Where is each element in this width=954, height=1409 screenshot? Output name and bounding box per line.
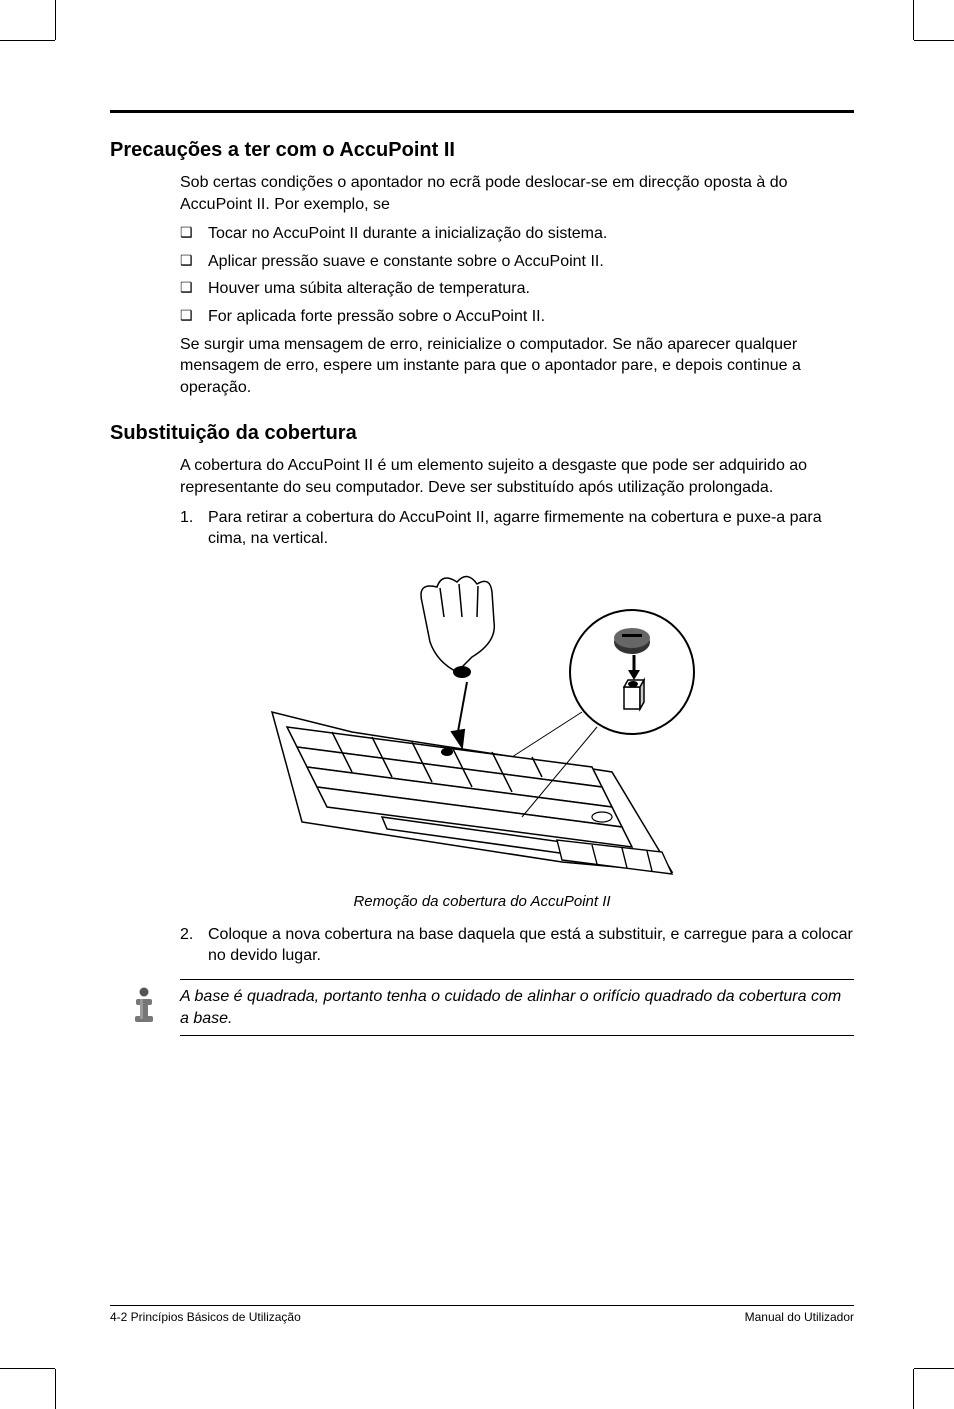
section1-heading: Precauções a ter com o AccuPoint II: [110, 139, 854, 162]
section2-step2-list: 2. Coloque a nova cobertura na base daqu…: [180, 924, 854, 967]
figure-accupoint-removal: [110, 562, 854, 887]
list-item: Houver uma súbita alteração de temperatu…: [180, 278, 854, 300]
section2-step1-list: 1. Para retirar a cobertura do AccuPoint…: [180, 507, 854, 550]
info-icon: [124, 984, 164, 1024]
figure-caption: Remoção da cobertura do AccuPoint II: [110, 893, 854, 910]
step-number: 2.: [180, 924, 193, 946]
section1-para2: Se surgir uma mensagem de erro, reinicia…: [180, 334, 854, 399]
section1-bullets: Tocar no AccuPoint II durante a iniciali…: [180, 223, 854, 327]
step-number: 1.: [180, 507, 193, 529]
note-text: A base é quadrada, portanto tenha o cuid…: [180, 986, 854, 1029]
step-text: Para retirar a cobertura do AccuPoint II…: [208, 509, 822, 548]
list-item: 1. Para retirar a cobertura do AccuPoint…: [180, 507, 854, 550]
list-item: 2. Coloque a nova cobertura na base daqu…: [180, 924, 854, 967]
footer-right: Manual do Utilizador: [745, 1310, 854, 1324]
section2-para1: A cobertura do AccuPoint II é um element…: [180, 455, 854, 498]
list-item: Aplicar pressão suave e constante sobre …: [180, 251, 854, 273]
list-item: For aplicada forte pressão sobre o AccuP…: [180, 306, 854, 328]
note-block: A base é quadrada, portanto tenha o cuid…: [180, 979, 854, 1036]
footer-left: 4-2 Princípios Básicos de Utilização: [110, 1310, 301, 1324]
page-content: Precauções a ter com o AccuPoint II Sob …: [0, 0, 954, 1409]
page-footer: 4-2 Princípios Básicos de Utilização Man…: [110, 1305, 854, 1324]
section1-para1: Sob certas condições o apontador no ecrã…: [180, 172, 854, 215]
list-item: Tocar no AccuPoint II durante a iniciali…: [180, 223, 854, 245]
section2-heading: Substituição da cobertura: [110, 422, 854, 445]
keyboard-illustration: [262, 562, 702, 882]
top-rule: [110, 110, 854, 113]
step-text: Coloque a nova cobertura na base daquela…: [208, 926, 853, 965]
